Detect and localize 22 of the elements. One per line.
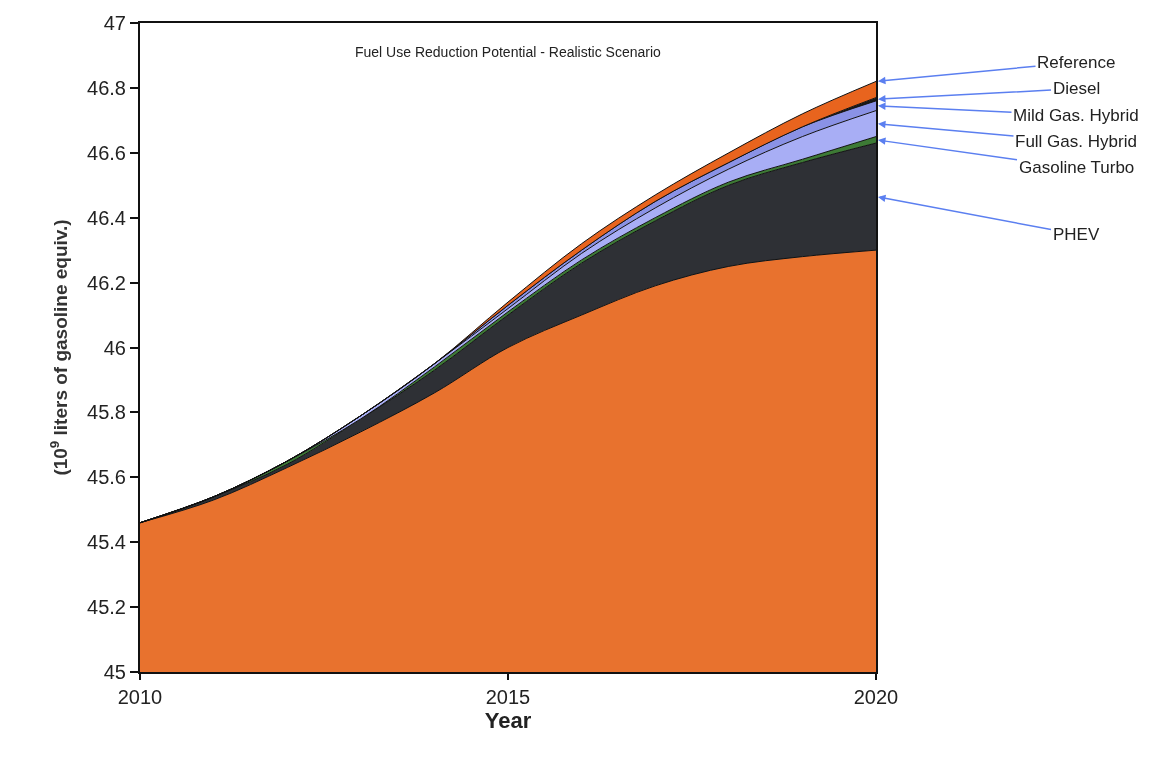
y-tick-label: 46.8 bbox=[87, 76, 126, 99]
text: Fuel Use Reduction Potential - Realistic Scenario bbox=[355, 44, 662, 60]
text: PHEV bbox=[1053, 225, 1100, 244]
y-tick-label: 46.4 bbox=[87, 206, 126, 229]
y-tick-label: 45.2 bbox=[87, 596, 126, 619]
x-tick-label: 2015 bbox=[485, 686, 531, 708]
y-tick-label: 47 bbox=[103, 12, 126, 34]
y-tick-label: 45.6 bbox=[87, 466, 126, 489]
text: Full Gas. Hybrid bbox=[1015, 132, 1137, 151]
text: Mild Gas. Hybrid bbox=[1013, 106, 1139, 125]
y-tick-label: 45 bbox=[103, 661, 126, 683]
y-tick-label: 45.8 bbox=[87, 401, 126, 424]
y-tick-label: 46.2 bbox=[87, 271, 126, 294]
x-axis-title: Year bbox=[484, 708, 532, 734]
text: Diesel bbox=[1053, 79, 1101, 98]
y-tick-label: 46.6 bbox=[87, 141, 126, 164]
x-tick-label: 2020 bbox=[853, 686, 899, 708]
text: Gasoline Turbo bbox=[1019, 158, 1135, 177]
text: Reference bbox=[1037, 53, 1116, 72]
y-tick-label: 45.4 bbox=[87, 531, 126, 554]
y-tick-label: 46 bbox=[103, 336, 126, 359]
x-tick-label: 2010 bbox=[117, 686, 163, 708]
